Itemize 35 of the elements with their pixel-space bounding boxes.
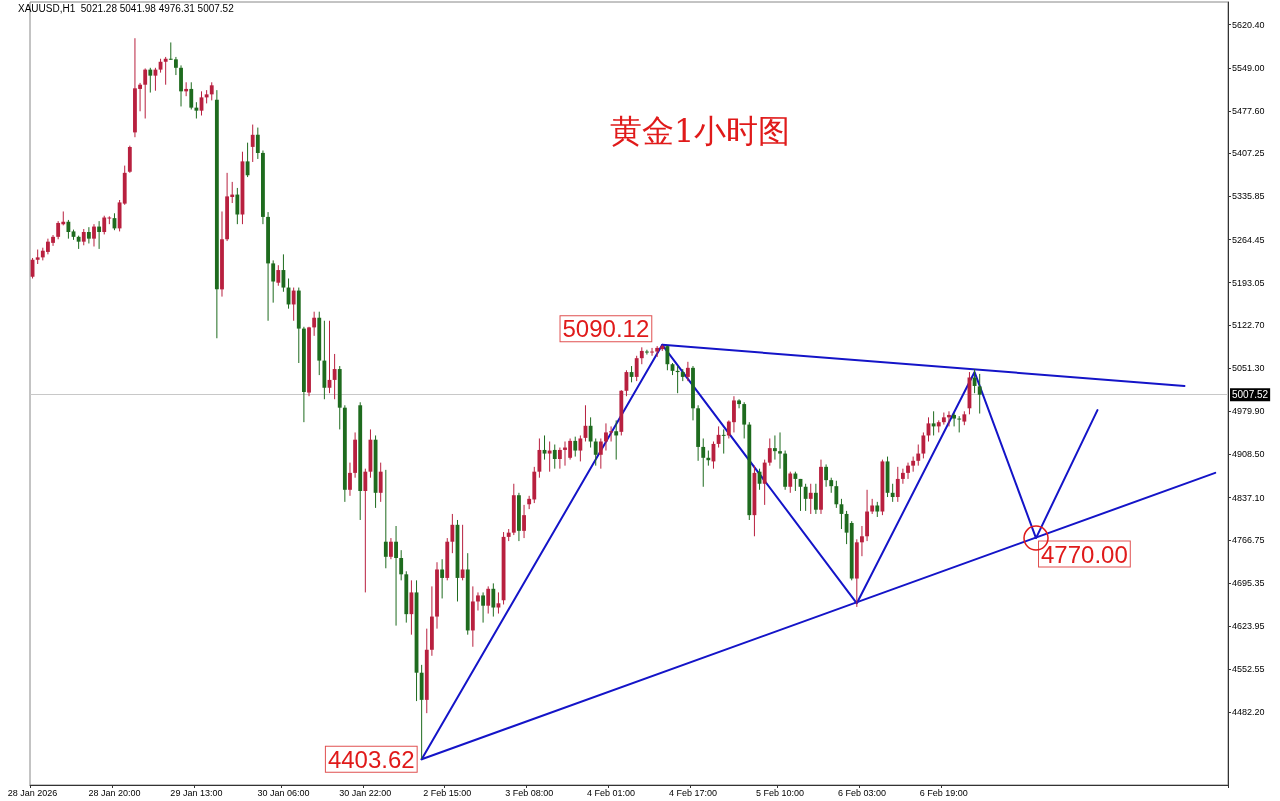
x-tick-label: 30 Jan 06:00 — [257, 787, 310, 798]
y-tick-label: 4908.50 — [1232, 449, 1265, 460]
y-tick-label: 4979.90 — [1232, 406, 1265, 417]
x-tick-label: 6 Feb 03:00 — [837, 787, 886, 798]
y-tick-label: 5122.70 — [1232, 320, 1265, 331]
x-tick-label: 30 Jan 22:00 — [339, 787, 392, 798]
y-tick-label: 5335.85 — [1232, 191, 1265, 202]
y-tick-label: 5193.05 — [1232, 277, 1265, 288]
ref-line-label: 5007.52 — [1232, 389, 1269, 401]
y-tick-label: 4837.10 — [1232, 492, 1265, 503]
y-tick-label: 4766.75 — [1232, 535, 1265, 546]
y-tick-label: 5620.40 — [1232, 19, 1265, 30]
x-tick-label: 6 Feb 19:00 — [919, 787, 968, 798]
y-tick-label: 4623.95 — [1232, 621, 1265, 632]
y-tick-label: 5407.25 — [1232, 148, 1265, 159]
y-tick-label: 5051.30 — [1232, 363, 1265, 374]
y-tick-label: 5549.00 — [1232, 62, 1265, 73]
x-tick-label: 2 Feb 15:00 — [423, 787, 472, 798]
x-tick-label: 4 Feb 01:00 — [587, 787, 636, 798]
x-tick-label: 5 Feb 10:00 — [756, 787, 805, 798]
y-tick-label: 5477.60 — [1232, 105, 1265, 116]
data-label: 4770.00 — [1041, 540, 1128, 568]
annotation: XAUUSD,H1 5021.28 5041.98 4976.31 5007.52 — [18, 2, 235, 14]
data-label: 5090.12 — [562, 315, 650, 343]
x-tick-label: 29 Jan 13:00 — [170, 787, 223, 798]
y-tick-label: 5264.45 — [1232, 234, 1265, 245]
y-tick-label: 4552.55 — [1232, 664, 1265, 675]
x-tick-label: 28 Jan 20:00 — [88, 787, 141, 798]
x-tick-label: 28 Jan 2026 — [7, 787, 58, 798]
x-tick-label: 4 Feb 17:00 — [668, 787, 718, 798]
data-label: 4403.62 — [327, 745, 415, 773]
text: 黄金1小时图 — [610, 112, 791, 150]
x-tick-label: 3 Feb 08:00 — [505, 787, 554, 798]
y-tick-label: 4482.20 — [1232, 706, 1265, 717]
y-tick-label: 4695.35 — [1232, 578, 1265, 589]
